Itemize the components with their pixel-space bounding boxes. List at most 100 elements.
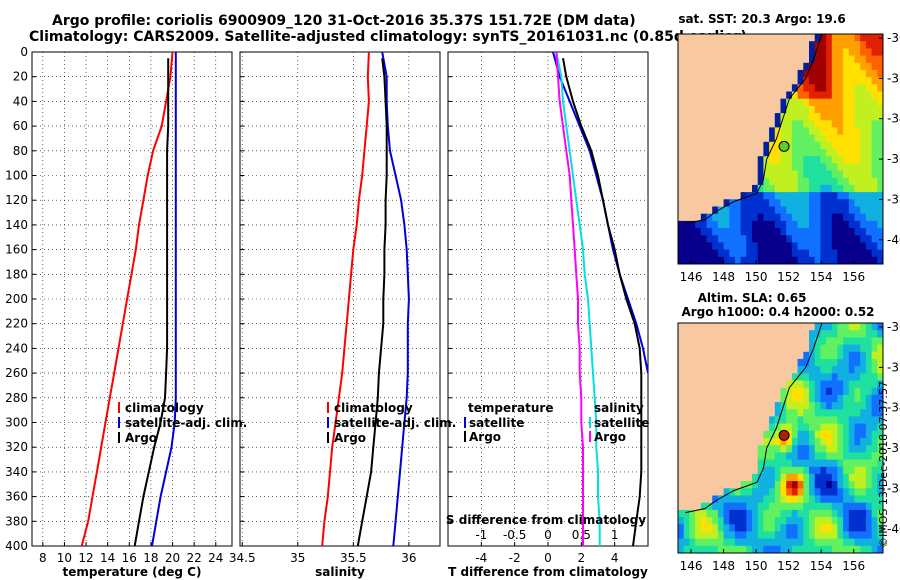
land-cell xyxy=(706,34,713,42)
land-cell xyxy=(734,34,742,42)
sea-cell xyxy=(791,84,799,93)
sea-cell xyxy=(848,199,856,208)
land-cell xyxy=(700,41,708,49)
land-cell xyxy=(712,48,719,57)
land-cell xyxy=(723,394,730,403)
sea-cell xyxy=(871,430,878,439)
land-cell xyxy=(780,62,787,71)
sea-cell xyxy=(791,394,799,403)
sea-cell xyxy=(871,517,878,525)
sea-cell xyxy=(831,452,839,461)
sea-cell xyxy=(791,206,799,215)
sea-cell xyxy=(820,34,827,42)
sea-cell xyxy=(689,256,696,264)
land-cell xyxy=(729,55,736,64)
sea-cell xyxy=(786,156,793,164)
sea-cell xyxy=(854,77,861,85)
land-cell xyxy=(717,459,725,468)
land-cell xyxy=(729,323,736,331)
sea-cell xyxy=(837,120,844,129)
sea-cell xyxy=(820,330,827,338)
sea-cell xyxy=(843,387,850,396)
sea-cell xyxy=(820,163,827,172)
sea-cell xyxy=(860,545,867,553)
land-cell xyxy=(769,380,776,389)
sea-cell xyxy=(826,445,833,453)
sea-cell xyxy=(843,249,850,258)
sea-cell xyxy=(734,235,742,244)
sea-cell xyxy=(774,538,782,547)
sea-cell xyxy=(865,163,873,172)
land-cell xyxy=(740,387,747,396)
sea-cell xyxy=(803,445,810,453)
sea-cell xyxy=(746,249,753,258)
sea-cell xyxy=(837,344,844,353)
sea-cell xyxy=(826,380,833,389)
sea-cell xyxy=(791,423,799,432)
sea-cell xyxy=(865,170,873,179)
sea-cell xyxy=(752,220,759,229)
land-cell xyxy=(740,438,747,446)
sea-cell xyxy=(843,113,850,121)
sea-cell xyxy=(871,84,878,93)
land-cell xyxy=(734,351,742,360)
sea-cell xyxy=(814,192,821,200)
land-cell xyxy=(780,358,787,367)
sea-cell xyxy=(871,105,878,114)
land-cell xyxy=(752,149,759,157)
sea-cell xyxy=(814,62,821,71)
land-cell xyxy=(695,380,702,389)
sea-cell xyxy=(769,495,776,504)
sea-cell xyxy=(678,220,685,229)
land-cell xyxy=(752,459,759,468)
sea-cell xyxy=(826,199,833,208)
land-cell xyxy=(712,387,719,396)
sea-cell xyxy=(860,177,867,186)
land-cell xyxy=(757,98,764,107)
sea-cell xyxy=(797,120,804,129)
sea-cell xyxy=(871,387,878,396)
sea-cell xyxy=(706,545,713,553)
sea-cell xyxy=(871,41,878,49)
land-cell xyxy=(752,387,759,396)
sea-cell xyxy=(803,170,810,179)
sea-cell xyxy=(809,105,816,114)
x-axis-label: T difference from climatology xyxy=(448,565,648,579)
x-tick-label: 22 xyxy=(187,551,202,565)
sea-cell xyxy=(871,445,878,453)
land-cell xyxy=(683,48,690,57)
sea-cell xyxy=(786,459,793,468)
sea-cell xyxy=(837,163,844,172)
sea-cell xyxy=(860,517,867,525)
land-cell xyxy=(780,373,787,382)
sea-cell xyxy=(837,402,844,410)
land-cell xyxy=(700,34,708,42)
sea-cell xyxy=(786,220,793,229)
sea-cell xyxy=(860,445,867,453)
sea-cell xyxy=(854,387,861,396)
land-cell xyxy=(740,380,747,389)
land-cell xyxy=(706,184,713,193)
sea-cell xyxy=(820,213,827,222)
sea-cell xyxy=(871,48,878,57)
sea-cell xyxy=(803,84,810,93)
sea-cell xyxy=(877,105,883,114)
land-cell xyxy=(757,55,764,64)
sea-cell xyxy=(809,84,816,93)
lon-tick-label: 154 xyxy=(810,270,833,284)
sea-cell xyxy=(791,177,799,186)
sea-cell xyxy=(809,373,816,382)
sea-cell xyxy=(848,330,856,338)
land-cell xyxy=(683,199,690,208)
land-cell xyxy=(734,423,742,432)
sea-cell xyxy=(831,330,839,338)
sea-cell xyxy=(809,249,816,258)
sea-cell xyxy=(780,235,787,244)
x-tick-label: 2 xyxy=(578,551,586,565)
land-cell xyxy=(746,91,753,100)
land-cell xyxy=(780,91,787,100)
land-cell xyxy=(683,170,690,179)
sea-cell xyxy=(803,351,810,360)
land-cell xyxy=(717,184,725,193)
land-cell xyxy=(763,41,770,49)
